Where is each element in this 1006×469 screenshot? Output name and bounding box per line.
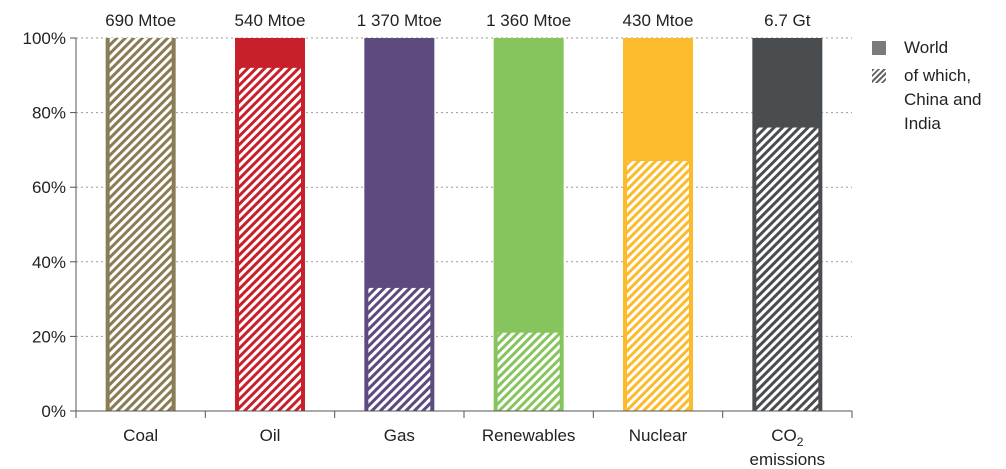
y-tick-label: 20% <box>32 327 66 346</box>
legend: World of which, China and India <box>872 36 1004 140</box>
y-tick-label: 80% <box>32 104 66 123</box>
x-tick-label-nuclear: Nuclear <box>629 426 688 445</box>
total-label-nuclear: 430 Mtoe <box>623 11 694 30</box>
x-tick-label-line2-co2-emissions: emissions <box>750 450 826 469</box>
x-tick-label-renewables: Renewables <box>482 426 576 445</box>
x-tick-label-oil: Oil <box>260 426 281 445</box>
total-label-gas: 1 370 Mtoe <box>357 11 442 30</box>
legend-item-world: World <box>872 36 1004 60</box>
legend-swatch-solid <box>872 41 886 55</box>
y-tick-label: 100% <box>23 29 66 48</box>
legend-label-world: World <box>904 38 949 57</box>
gridlines <box>76 37 852 337</box>
total-label-coal: 690 Mtoe <box>105 11 176 30</box>
x-tick-label-gas: Gas <box>384 426 415 445</box>
total-label-renewables: 1 360 Mtoe <box>486 11 571 30</box>
bar-china-india-renewables <box>497 332 560 411</box>
bars <box>105 38 823 412</box>
legend-item-china-india: of which, China and India <box>872 64 1004 136</box>
total-label-oil: 540 Mtoe <box>235 11 306 30</box>
bar-china-india-gas <box>368 287 431 411</box>
legend-label-china-india: of which, China and India <box>904 66 982 133</box>
bar-china-india-oil <box>239 67 301 411</box>
y-tick-label: 0% <box>41 402 66 421</box>
legend-swatch-hatched <box>872 69 886 83</box>
total-label-co2-emissions: 6.7 Gt <box>764 11 811 30</box>
y-tick-label: 40% <box>32 253 66 272</box>
bar-china-india-co2-emissions <box>756 127 819 412</box>
bar-china-india-coal <box>109 38 172 411</box>
x-tick-label-co2-emissions: CO2 <box>771 426 804 449</box>
bar-china-india-nuclear <box>627 161 689 411</box>
axes <box>70 37 853 418</box>
x-tick-label-coal: Coal <box>123 426 158 445</box>
labels: 0% 20% 40% 60% 80% 100% 690 Mtoe Coal 540 Mtoe Oi… <box>23 11 826 469</box>
y-tick-label: 60% <box>32 178 66 197</box>
